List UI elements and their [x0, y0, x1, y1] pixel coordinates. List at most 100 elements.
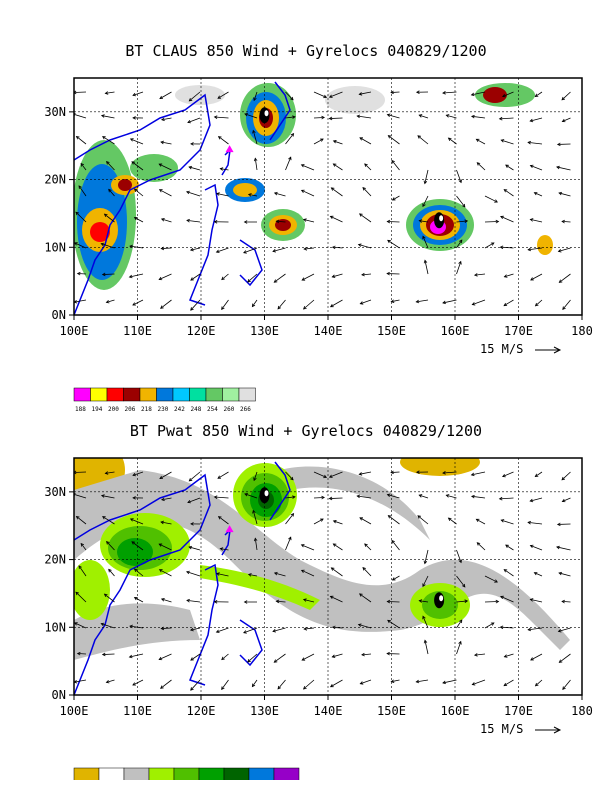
- wind-arrow: [78, 185, 87, 197]
- lon-label: 160E: [441, 324, 470, 338]
- wind-arrow: [471, 91, 486, 96]
- wind-arrow: [474, 273, 486, 276]
- wind-arrow: [247, 273, 258, 283]
- wind-arrow: [422, 236, 429, 249]
- wind-arrow: [304, 627, 315, 630]
- wind-arrow: [330, 596, 343, 603]
- wind-arrow: [535, 679, 543, 687]
- wind-arrow: [503, 189, 514, 197]
- wind-arrow: [160, 521, 172, 525]
- lon-label: 110E: [123, 704, 152, 718]
- wind-arrow: [505, 164, 514, 171]
- wind-arrow: [254, 158, 258, 171]
- wind-arrow: [562, 679, 571, 690]
- wind-arrow: [301, 569, 315, 577]
- wind-arrow: [442, 679, 457, 684]
- wind-arrow: [247, 653, 258, 663]
- wind-arrow: [476, 162, 486, 171]
- wind-arrow: [528, 627, 543, 631]
- wind-arrow: [132, 471, 144, 476]
- wind-arrow: [484, 195, 498, 203]
- lon-label: 110E: [123, 324, 152, 338]
- lon-label: 150E: [377, 324, 406, 338]
- wind-arrow: [187, 497, 201, 503]
- colorbar-label: 242: [174, 406, 185, 413]
- wind-arrow: [274, 273, 286, 283]
- wind-arrow: [446, 494, 457, 499]
- wind-arrow: [392, 575, 400, 581]
- storm-symbol: [259, 107, 270, 124]
- wind-arrow: [161, 598, 172, 603]
- colorbar-label: 194: [92, 406, 103, 413]
- wind-arrow: [190, 627, 201, 631]
- lon-label: 120E: [187, 324, 216, 338]
- wind-arrow: [333, 520, 343, 525]
- wind-arrow: [476, 138, 486, 145]
- wind-arrow: [530, 165, 543, 171]
- wind-arrow: [101, 115, 115, 119]
- wind-arrow: [187, 117, 201, 123]
- wind-arrow: [285, 496, 296, 499]
- wind-arrow: [274, 572, 286, 577]
- wind-arrow: [74, 113, 87, 119]
- wind-arrow: [161, 117, 172, 121]
- wind-arrow: [254, 538, 258, 551]
- wind-arrow: [106, 299, 115, 303]
- wind-arrow: [391, 679, 400, 683]
- wind-arrow: [357, 115, 372, 119]
- wind-arrow: [190, 653, 201, 661]
- wind-arrow: [74, 91, 87, 93]
- wind-arrow: [102, 516, 115, 525]
- wind-arrow: [357, 495, 372, 499]
- wind-arrow: [362, 567, 372, 577]
- wind-arrow: [221, 273, 229, 280]
- wind-arrow: [359, 137, 372, 145]
- wind-arrow: [419, 220, 429, 223]
- wind-arrow: [442, 299, 457, 304]
- lon-label: 120E: [187, 704, 216, 718]
- wind-arrow: [331, 567, 343, 577]
- wind-arrow: [456, 600, 468, 603]
- wind-arrow: [559, 653, 571, 663]
- wind-arrow: [484, 575, 498, 583]
- wind-arrow: [558, 192, 571, 197]
- wind-arrow: [559, 273, 571, 283]
- colorbar-swatch: [205, 387, 223, 402]
- wind-arrow: [130, 518, 144, 525]
- wind-arrow: [360, 679, 372, 685]
- wind-arrow: [501, 139, 514, 145]
- wind-arrow: [474, 653, 486, 656]
- wind-arrow: [274, 653, 286, 663]
- wind-arrow: [285, 537, 292, 551]
- wind-arrow: [252, 130, 258, 145]
- wind-arrow: [101, 623, 115, 629]
- bottom-pwat-map: 30N 20N 10N 0N 100E 110E 120E 130E 140E 150E 160E 1…: [44, 457, 593, 780]
- wind-arrow: [160, 679, 172, 689]
- wind-arrow: [102, 653, 115, 655]
- wind-arrow: [285, 157, 292, 171]
- wind-arrow: [75, 591, 87, 603]
- wind-arrow: [364, 543, 372, 551]
- colorbar-label: 200: [108, 406, 119, 413]
- wind-arrow: [216, 193, 229, 197]
- colorbar-swatch: [198, 767, 225, 780]
- wind-arrow: [129, 653, 144, 658]
- lon-label: 170E: [504, 704, 533, 718]
- wind-arrow: [448, 517, 457, 525]
- wind-arrow: [134, 597, 144, 603]
- lat-label: 20N: [44, 553, 66, 567]
- wind-arrow: [561, 471, 571, 481]
- wind-arrow: [456, 239, 463, 249]
- wind-arrow: [313, 117, 325, 119]
- wind-arrow: [285, 91, 294, 101]
- wind-arrow: [101, 243, 115, 249]
- wind-arrow: [329, 91, 343, 98]
- wind-arrow: [500, 626, 514, 629]
- colorbar-swatch: [148, 767, 175, 780]
- storm-symbol: [434, 592, 445, 609]
- wind-arrow: [188, 546, 201, 551]
- wind-arrow: [313, 91, 327, 98]
- wind-arrow: [424, 549, 429, 564]
- wind-arrow: [422, 195, 429, 207]
- wind-arrow: [456, 169, 462, 183]
